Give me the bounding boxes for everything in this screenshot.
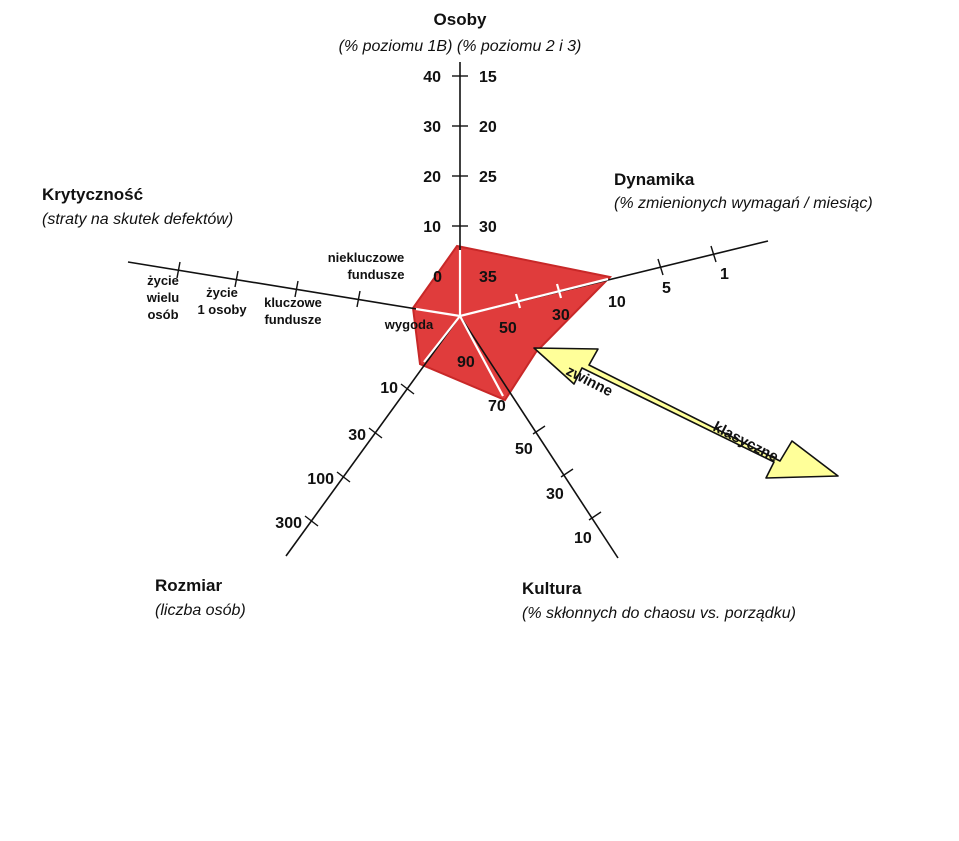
tick-rozmiar-30 <box>368 427 383 439</box>
kryt-tick-1-l2: 1 osoby <box>197 302 247 317</box>
krytycznosc-subtitle: (straty na skutek defektów) <box>42 211 233 228</box>
rozmiar-tick-10: 10 <box>380 380 398 397</box>
tick-kultura-30 <box>560 468 574 478</box>
osoby-right-tick-25: 25 <box>479 169 497 186</box>
kryt-tick-niekluczowe-l2: fundusze <box>347 267 404 282</box>
kryt-tick-1-l1: życie <box>206 285 238 300</box>
kryt-tick-wielu-l1: życie <box>147 273 179 288</box>
rozmiar-tick-300: 300 <box>275 515 302 532</box>
tick-rozmiar-100 <box>336 471 351 483</box>
inner-line-dynamika <box>459 277 609 318</box>
rozmiar-subtitle: (liczba osób) <box>155 602 246 619</box>
dynamika-title: Dynamika <box>614 170 695 189</box>
osoby-title: Osoby <box>434 10 487 29</box>
rozmiar-title: Rozmiar <box>155 576 222 595</box>
axis-krytycznosc <box>127 261 461 317</box>
kultura-tick-90: 90 <box>457 354 475 371</box>
dynamika-tick-50: 50 <box>499 320 517 337</box>
tick-dynamika-50 <box>514 293 522 309</box>
tick-kryt-kluczowe <box>294 280 299 298</box>
inner-line-kultura <box>459 315 504 397</box>
osoby-left-tick-40: 40 <box>423 69 441 86</box>
kultura-subtitle: (% skłonnych do chaosu vs. porządku) <box>522 605 796 622</box>
kultura-title: Kultura <box>522 579 582 598</box>
tick-kultura-10 <box>588 511 602 521</box>
tick-kultura-50 <box>532 425 546 435</box>
krytycznosc-title: Krytyczność <box>42 185 143 204</box>
inner-line-krytycznosc <box>415 307 461 318</box>
kryt-tick-niekluczowe-l1: niekluczowe <box>328 250 405 265</box>
osoby-left-tick-20: 20 <box>423 169 441 186</box>
osoby-right-tick-20: 20 <box>479 119 497 136</box>
dynamika-tick-30: 30 <box>552 307 570 324</box>
arrow-label-classic: klasyczne <box>710 418 781 465</box>
inner-line-rozmiar <box>423 315 461 363</box>
dynamika-tick-5: 5 <box>662 280 671 297</box>
kryt-tick-kluczowe-l1: kluczowe <box>264 295 322 310</box>
kultura-tick-30: 30 <box>546 486 564 503</box>
osoby-subtitle: (% poziomu 1B) (% poziomu 2 i 3) <box>339 38 582 55</box>
kryt-tick-kluczowe-l2: fundusze <box>264 312 321 327</box>
tick-kryt-wielu <box>176 261 181 279</box>
kultura-tick-50: 50 <box>515 441 533 458</box>
kryt-tick-wygoda: wygoda <box>384 317 434 332</box>
dynamika-tick-1: 1 <box>720 266 729 283</box>
osoby-right-tick-15: 15 <box>479 69 497 86</box>
osoby-left-tick-0: 0 <box>433 269 442 286</box>
osoby-left-tick-30: 30 <box>423 119 441 136</box>
rozmiar-tick-100: 100 <box>307 471 334 488</box>
tick-dynamika-30 <box>555 283 563 299</box>
kultura-tick-70: 70 <box>488 398 506 415</box>
kryt-tick-wielu-l3: osób <box>147 307 178 322</box>
tick-kryt-niekluczowe <box>356 290 361 308</box>
kryt-tick-wielu-l2: wielu <box>146 290 180 305</box>
tick-rozmiar-300 <box>304 515 319 527</box>
tick-dynamika-1 <box>710 245 717 263</box>
tick-rozmiar-10 <box>400 383 415 395</box>
osoby-left-tick-10: 10 <box>423 219 441 236</box>
kultura-tick-10: 10 <box>574 530 592 547</box>
dynamika-tick-10: 10 <box>608 294 626 311</box>
osoby-right-tick-35: 35 <box>479 269 497 286</box>
rozmiar-tick-30: 30 <box>348 427 366 444</box>
agile-classic-arrow <box>533 347 839 479</box>
tick-dynamika-5 <box>657 258 664 276</box>
osoby-right-tick-30: 30 <box>479 219 497 236</box>
axis-rozmiar <box>285 315 461 557</box>
tick-kryt-1 <box>234 270 239 288</box>
dynamika-subtitle: (% zmienionych wymagań / miesiąc) <box>614 195 873 212</box>
